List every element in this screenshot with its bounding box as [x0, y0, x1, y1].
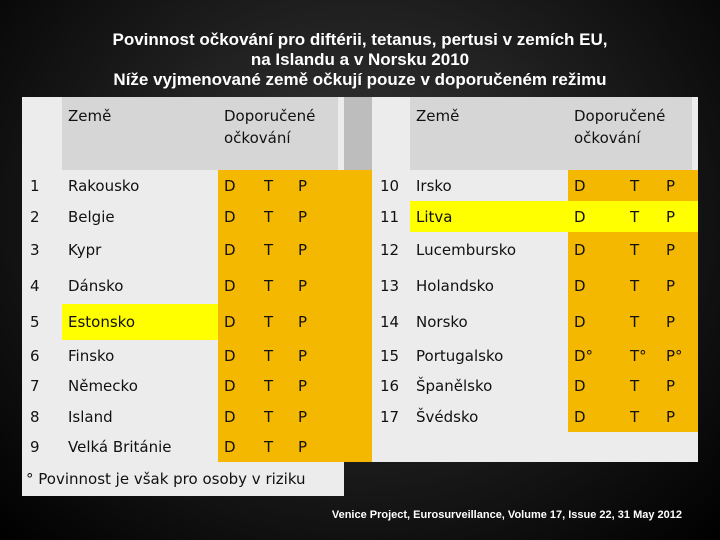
table-cell: 9: [30, 438, 40, 456]
table-cell: P: [660, 201, 698, 232]
header-cell: Země: [62, 97, 218, 170]
table-cell: T: [624, 371, 660, 401]
table-cell: P: [292, 340, 372, 371]
table-cell: P: [660, 401, 698, 432]
table-cell: D: [218, 371, 258, 401]
table-cell: D: [218, 268, 258, 304]
table-cell: Německo: [68, 377, 138, 395]
table-cell: T: [624, 170, 660, 201]
table-cell: Švédsko: [416, 407, 479, 426]
table-cell: P: [292, 401, 372, 432]
table-cell: D: [218, 304, 258, 340]
title-line: Níže vyjmenované země očkují pouze v dop…: [113, 70, 607, 89]
table-cell: Irsko: [416, 176, 452, 195]
table-cell: T: [258, 268, 292, 304]
table-cell: Island: [68, 407, 113, 426]
table-cell: P: [660, 232, 698, 268]
table-cell: D: [568, 232, 624, 268]
table-cell: 10: [380, 176, 400, 195]
table-cell: Litva: [410, 201, 568, 232]
table-cell: 11: [380, 207, 400, 226]
table-cell: T: [258, 432, 292, 462]
table-cell: 3: [30, 241, 40, 259]
table-cell: D: [218, 401, 258, 432]
table-cell: D: [218, 340, 258, 371]
table-cell: D: [218, 232, 258, 268]
table-cell: T: [258, 340, 292, 371]
table-cell: T: [624, 232, 660, 268]
table-cell: P: [292, 170, 372, 201]
table-cell: T: [258, 232, 292, 268]
table-cell: P: [292, 232, 372, 268]
table-cell: Velká Británie: [68, 438, 172, 456]
table-cell: 15: [380, 346, 400, 365]
table-cell: T: [624, 201, 660, 232]
table-cell: P: [292, 371, 372, 401]
table-cell: Dánsko: [68, 277, 124, 295]
table-cell: 16: [380, 377, 400, 395]
table-cell: T°: [624, 340, 660, 371]
table-cell: Finsko: [68, 346, 115, 365]
table-cell: T: [258, 371, 292, 401]
table-cell: Kypr: [68, 241, 102, 259]
table-cell: T: [258, 401, 292, 432]
table-cell: 5: [30, 313, 40, 331]
table-cell: P: [660, 371, 698, 401]
table-cell: 2: [30, 207, 40, 226]
table-cell: 7: [30, 377, 40, 395]
table-cell: 17: [380, 407, 400, 426]
table-cell: D: [218, 432, 258, 462]
table-cell: T: [258, 170, 292, 201]
table-cell: 12: [380, 241, 400, 259]
table-cell: 4: [30, 277, 40, 295]
table-cell: P: [292, 432, 372, 462]
table-cell: T: [624, 304, 660, 340]
table-cell: 1: [30, 176, 40, 195]
table-cell: Lucembursko: [416, 241, 517, 259]
table-cell: D: [568, 401, 624, 432]
table-cell: P: [660, 170, 698, 201]
table-cell: D: [568, 371, 624, 401]
table-cell: 13: [380, 277, 400, 295]
table-cell: D: [568, 201, 624, 232]
table-cell: P: [660, 268, 698, 304]
table-cell: Holandsko: [416, 277, 494, 295]
table-cell: D: [568, 268, 624, 304]
table-cell: Španělsko: [416, 377, 493, 395]
header-cell: Země: [410, 97, 568, 170]
table-cell: 6: [30, 346, 40, 365]
header-cell: Doporučené očkování: [218, 97, 338, 170]
table-cell: Portugalsko: [416, 346, 504, 365]
table-cell: D: [218, 201, 258, 232]
title-line: Povinnost očkování pro diftérii, tetanus…: [112, 30, 608, 49]
table-cell: T: [258, 304, 292, 340]
footnote-background: [22, 462, 344, 496]
table-cell: D: [568, 304, 624, 340]
title-line: na Islandu a v Norsku 2010: [250, 50, 470, 69]
table-cell: P: [292, 201, 372, 232]
table-cell: 8: [30, 407, 40, 426]
table-cell: P: [660, 304, 698, 340]
table-cell: Rakousko: [68, 176, 140, 195]
table-cell: P: [292, 268, 372, 304]
footnote: ° Povinnost je však pro osoby v riziku: [26, 470, 306, 488]
source: Venice Project, Eurosurveillance, Volume…: [331, 509, 682, 521]
header-cell: Doporučené očkování: [568, 97, 692, 170]
table-cell: Norsko: [416, 313, 468, 331]
table-cell: P: [292, 304, 372, 340]
table-cell: D°: [568, 340, 624, 371]
table-cell: Belgie: [68, 207, 115, 226]
table-cell: Estonsko: [62, 304, 218, 340]
table-cell: T: [624, 268, 660, 304]
table-cell: T: [624, 401, 660, 432]
table-cell: D: [568, 170, 624, 201]
table-cell: 14: [380, 313, 400, 331]
table-cell: P°: [660, 340, 698, 371]
table-cell: T: [258, 201, 292, 232]
table-cell: D: [218, 170, 258, 201]
